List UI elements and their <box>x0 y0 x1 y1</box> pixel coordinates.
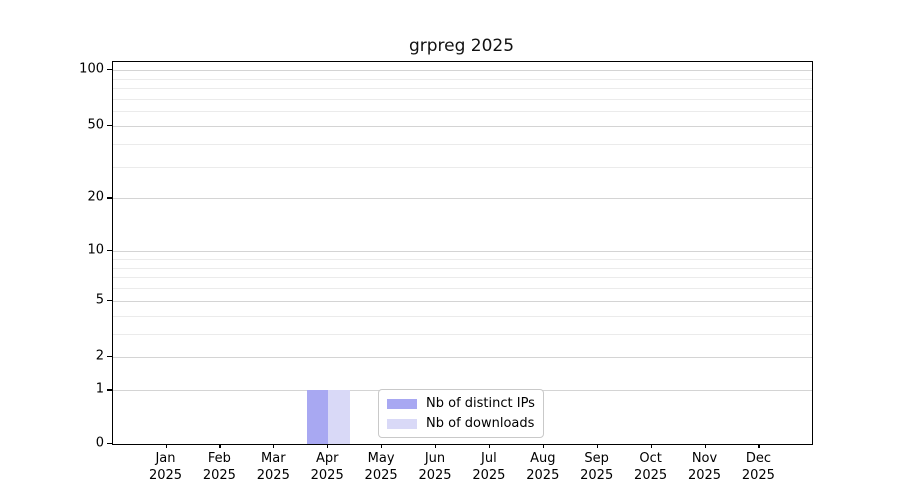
legend: Nb of distinct IPs Nb of downloads <box>378 389 544 438</box>
y-axis: 100 50 20 10 5 2 1 0 <box>0 61 104 451</box>
major-gridline <box>113 357 812 359</box>
x-tick-label: Jul 2025 <box>472 451 506 483</box>
x-tick-mark <box>650 444 652 448</box>
x-tick-mark <box>542 444 544 448</box>
y-tick-mark <box>107 356 112 358</box>
y-tick-label: 20 <box>87 189 104 205</box>
minor-gridline <box>113 78 812 80</box>
x-tick-label: Feb 2025 <box>202 451 236 483</box>
minor-gridline <box>113 333 812 335</box>
legend-entry: Nb of downloads <box>387 416 535 431</box>
major-gridline <box>113 126 812 127</box>
minor-gridline <box>113 166 812 168</box>
y-tick-label: 10 <box>87 242 104 258</box>
x-axis: Jan 2025 Feb 2025 Mar 2025 Apr 2025 May 2025… <box>112 450 811 490</box>
x-tick-label: Dec 2025 <box>741 451 775 483</box>
y-tick-label: 5 <box>95 292 104 308</box>
minor-gridline <box>113 111 812 113</box>
legend-label: Nb of downloads <box>426 416 535 431</box>
legend-entry: Nb of distinct IPs <box>387 396 535 411</box>
y-tick-label: 2 <box>95 348 104 364</box>
x-tick-mark <box>596 444 598 448</box>
y-tick-mark <box>107 69 112 71</box>
y-tick-mark <box>107 299 112 301</box>
minor-gridline <box>113 267 812 269</box>
x-tick-label: Sep 2025 <box>580 451 614 483</box>
minor-gridline <box>113 88 812 90</box>
y-tick-label: 50 <box>87 117 104 133</box>
minor-gridline <box>113 259 812 260</box>
x-tick-label: May 2025 <box>364 451 398 483</box>
y-tick-mark <box>107 125 112 127</box>
major-gridline <box>113 251 812 253</box>
x-tick-mark <box>381 444 383 448</box>
minor-gridline <box>113 315 812 317</box>
y-tick-label: 100 <box>79 61 104 77</box>
x-tick-label: Mar 2025 <box>256 451 290 483</box>
bar-nb-of-distinct-ips <box>306 390 329 444</box>
x-tick-mark <box>219 444 221 448</box>
y-tick-label: 0 <box>95 435 104 451</box>
bar-nb-of-downloads <box>328 390 350 444</box>
major-gridline <box>113 70 812 72</box>
minor-gridline <box>113 99 812 100</box>
minor-gridline <box>113 288 812 290</box>
x-tick-label: Jun 2025 <box>418 451 452 483</box>
y-tick-mark <box>107 443 112 445</box>
x-tick-mark <box>488 444 491 448</box>
minor-gridline <box>113 143 812 145</box>
x-tick-mark <box>165 444 167 448</box>
y-tick-mark <box>107 197 112 199</box>
major-gridline <box>113 300 812 302</box>
legend-swatch <box>387 398 417 409</box>
y-tick-label: 1 <box>95 381 104 397</box>
x-tick-mark <box>758 444 760 448</box>
legend-label: Nb of distinct IPs <box>426 396 535 411</box>
chart-title: grpreg 2025 <box>408 36 515 56</box>
x-tick-label: Aug 2025 <box>526 451 560 483</box>
x-tick-mark <box>273 444 275 448</box>
x-tick-label: Nov 2025 <box>687 451 722 483</box>
x-tick-label: Oct 2025 <box>634 451 668 483</box>
y-tick-mark <box>107 250 112 252</box>
x-tick-mark <box>704 444 706 448</box>
legend-swatch <box>387 418 417 429</box>
x-tick-mark <box>435 444 437 448</box>
major-gridline <box>113 198 812 200</box>
minor-gridline <box>113 277 812 279</box>
plot-area <box>112 61 813 445</box>
x-tick-label: Apr 2025 <box>310 451 344 483</box>
x-tick-mark <box>327 444 329 448</box>
y-tick-mark <box>107 389 112 391</box>
x-tick-label: Jan 2025 <box>148 451 183 483</box>
